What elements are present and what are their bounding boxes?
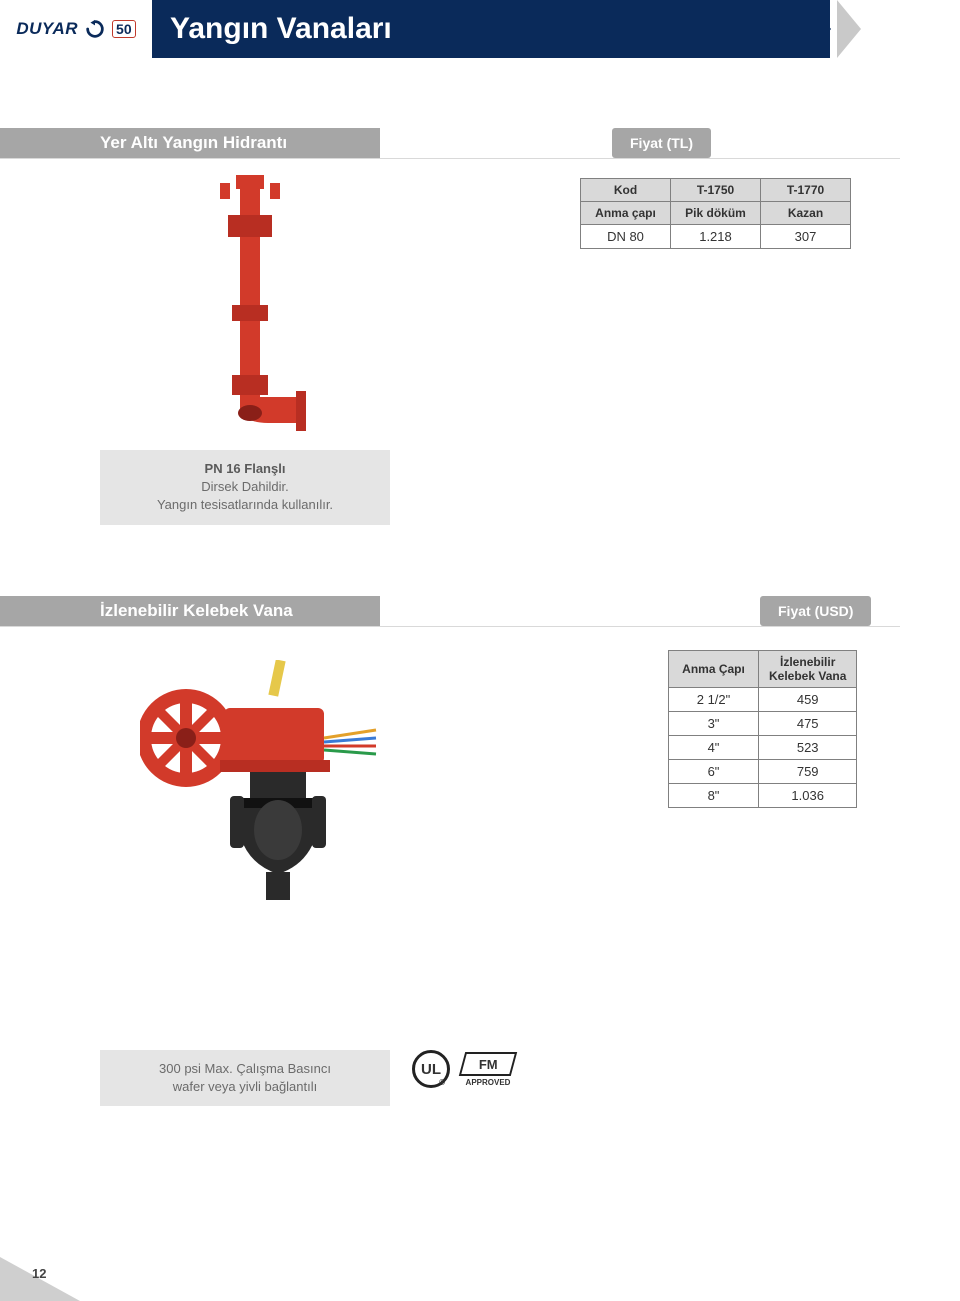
ul-text: UL — [421, 1061, 441, 1078]
logo-arrow-icon — [84, 18, 106, 40]
table-row: 6" 759 — [669, 760, 857, 784]
chevron-icon — [807, 0, 831, 58]
price-label-chip: Fiyat (TL) — [612, 128, 711, 158]
brand-name: DUYAR — [16, 19, 78, 39]
th-anma: Anma çapı — [581, 202, 671, 225]
td: 3" — [669, 712, 759, 736]
td: 2 1/2" — [669, 688, 759, 712]
td: 307 — [761, 225, 851, 249]
price-label-chip: Fiyat (USD) — [760, 596, 871, 626]
section1-title: Yer Altı Yangın Hidrantı — [100, 133, 287, 153]
section1-table: Kod T-1750 T-1770 Anma çapı Pik döküm Ka… — [580, 178, 851, 249]
td: 475 — [759, 712, 857, 736]
page-title: Yangın Vanaları — [170, 12, 392, 46]
info-line: Yangın tesisatlarında kullanılır. — [120, 496, 370, 514]
section-heading: İzlenebilir Kelebek Vana — [0, 596, 380, 626]
divider — [0, 626, 900, 627]
table-row: Kod T-1750 T-1770 — [581, 179, 851, 202]
catalog-page: DUYAR 50 Yangın Vanaları Yer Altı Yangın… — [0, 0, 960, 1301]
brand-logo: DUYAR 50 — [0, 18, 152, 40]
anniversary-number: 50 — [116, 21, 132, 37]
title-banner: Yangın Vanaları — [152, 0, 830, 58]
header: DUYAR 50 Yangın Vanaları — [0, 0, 960, 58]
table-row: 3" 475 — [669, 712, 857, 736]
th-t1770: T-1770 — [761, 179, 851, 202]
td: 6" — [669, 760, 759, 784]
section2-table: Anma Çapı İzlenebilir Kelebek Vana 2 1/2… — [668, 650, 857, 808]
th-anma-capi: Anma Çapı — [669, 651, 759, 688]
table-row: 2 1/2" 459 — [669, 688, 857, 712]
section2-info-box: 300 psi Max. Çalışma Basıncı wafer veya … — [100, 1050, 390, 1106]
info-line: PN 16 Flanşlı — [120, 460, 370, 478]
th-kazan: Kazan — [761, 202, 851, 225]
th-kod: Kod — [581, 179, 671, 202]
fm-approved-text: APPROVED — [466, 1078, 511, 1087]
th-pik: Pik döküm — [671, 202, 761, 225]
section2-price-label: Fiyat (USD) — [778, 603, 853, 619]
td: 759 — [759, 760, 857, 784]
table-row: 8" 1.036 — [669, 784, 857, 808]
certification-logos: UL FM APPROVED — [412, 1050, 514, 1088]
section-heading: Yer Altı Yangın Hidrantı — [0, 128, 380, 158]
table-row: DN 80 1.218 307 — [581, 225, 851, 249]
chevron-icon — [837, 0, 861, 58]
td: 1.218 — [671, 225, 761, 249]
butterfly-valve-image — [140, 660, 380, 920]
td: 1.036 — [759, 784, 857, 808]
td: 459 — [759, 688, 857, 712]
td: 4" — [669, 736, 759, 760]
info-line: wafer veya yivli bağlantılı — [120, 1078, 370, 1096]
hydrant-image — [180, 175, 320, 435]
section1-info-box: PN 16 Flanşlı Dirsek Dahildir. Yangın te… — [100, 450, 390, 525]
td: 523 — [759, 736, 857, 760]
info-line: 300 psi Max. Çalışma Basıncı — [120, 1060, 370, 1078]
section2-title: İzlenebilir Kelebek Vana — [100, 601, 293, 621]
table-row: 4" 523 — [669, 736, 857, 760]
th-izlenebilir: İzlenebilir Kelebek Vana — [759, 651, 857, 688]
fm-logo-icon: FM APPROVED — [462, 1052, 514, 1087]
table-row: Anma çapı Pik döküm Kazan — [581, 202, 851, 225]
banner-chevrons — [808, 0, 878, 58]
page-number: 12 — [32, 1266, 46, 1281]
section1-price-label: Fiyat (TL) — [630, 135, 693, 151]
ul-logo-icon: UL — [412, 1050, 450, 1088]
info-line: Dirsek Dahildir. — [120, 478, 370, 496]
th-line: Kelebek Vana — [769, 669, 846, 683]
table-row: Anma Çapı İzlenebilir Kelebek Vana — [669, 651, 857, 688]
th-line: İzlenebilir — [769, 655, 846, 669]
td: DN 80 — [581, 225, 671, 249]
th-t1750: T-1750 — [671, 179, 761, 202]
td: 8" — [669, 784, 759, 808]
fm-text: FM — [479, 1056, 498, 1071]
divider — [0, 158, 900, 159]
anniversary-badge: 50 — [112, 20, 136, 38]
